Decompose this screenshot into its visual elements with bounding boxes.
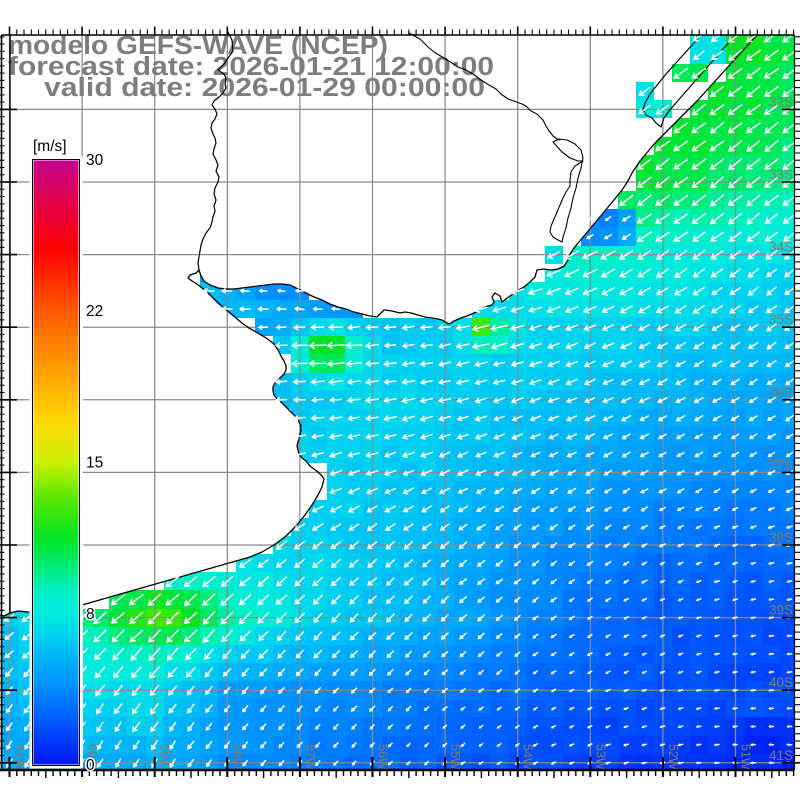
svg-text:54W: 54W — [521, 744, 535, 770]
svg-text:32S: 32S — [769, 94, 793, 109]
svg-text:15: 15 — [86, 455, 103, 472]
svg-text:55W: 55W — [448, 744, 462, 770]
svg-text:51W: 51W — [739, 744, 753, 770]
svg-text:37S: 37S — [769, 457, 793, 472]
svg-text:modelo GEFS-WAVE (NCEP): modelo GEFS-WAVE (NCEP) — [8, 32, 388, 60]
svg-text:35S: 35S — [769, 312, 793, 327]
svg-text:30: 30 — [86, 152, 104, 169]
svg-text:22: 22 — [86, 303, 103, 320]
svg-text:33S: 33S — [769, 167, 793, 182]
svg-text:60W: 60W — [85, 744, 99, 770]
svg-text:0: 0 — [86, 757, 95, 774]
svg-text:valid date: 2026-01-29 00:00:0: valid date: 2026-01-29 00:00:00 — [44, 74, 485, 102]
svg-text:53W: 53W — [593, 744, 607, 770]
svg-text:8: 8 — [86, 606, 95, 623]
svg-text:41S: 41S — [769, 748, 793, 763]
svg-text:56W: 56W — [376, 744, 390, 770]
svg-text:57W: 57W — [303, 744, 317, 770]
svg-text:59W: 59W — [158, 744, 172, 770]
svg-text:38S: 38S — [769, 530, 793, 545]
svg-text:58W: 58W — [230, 744, 244, 770]
svg-text:52W: 52W — [666, 744, 680, 770]
svg-text:34S: 34S — [769, 240, 793, 255]
svg-text:36S: 36S — [769, 385, 793, 400]
svg-text:forecast date: 2026-01-21 12:0: forecast date: 2026-01-21 12:00:00 — [8, 53, 494, 81]
svg-text:39S: 39S — [769, 603, 793, 618]
svg-text:40S: 40S — [769, 675, 793, 690]
svg-text:61W: 61W — [13, 744, 27, 770]
svg-text:[m/s]: [m/s] — [33, 138, 67, 155]
